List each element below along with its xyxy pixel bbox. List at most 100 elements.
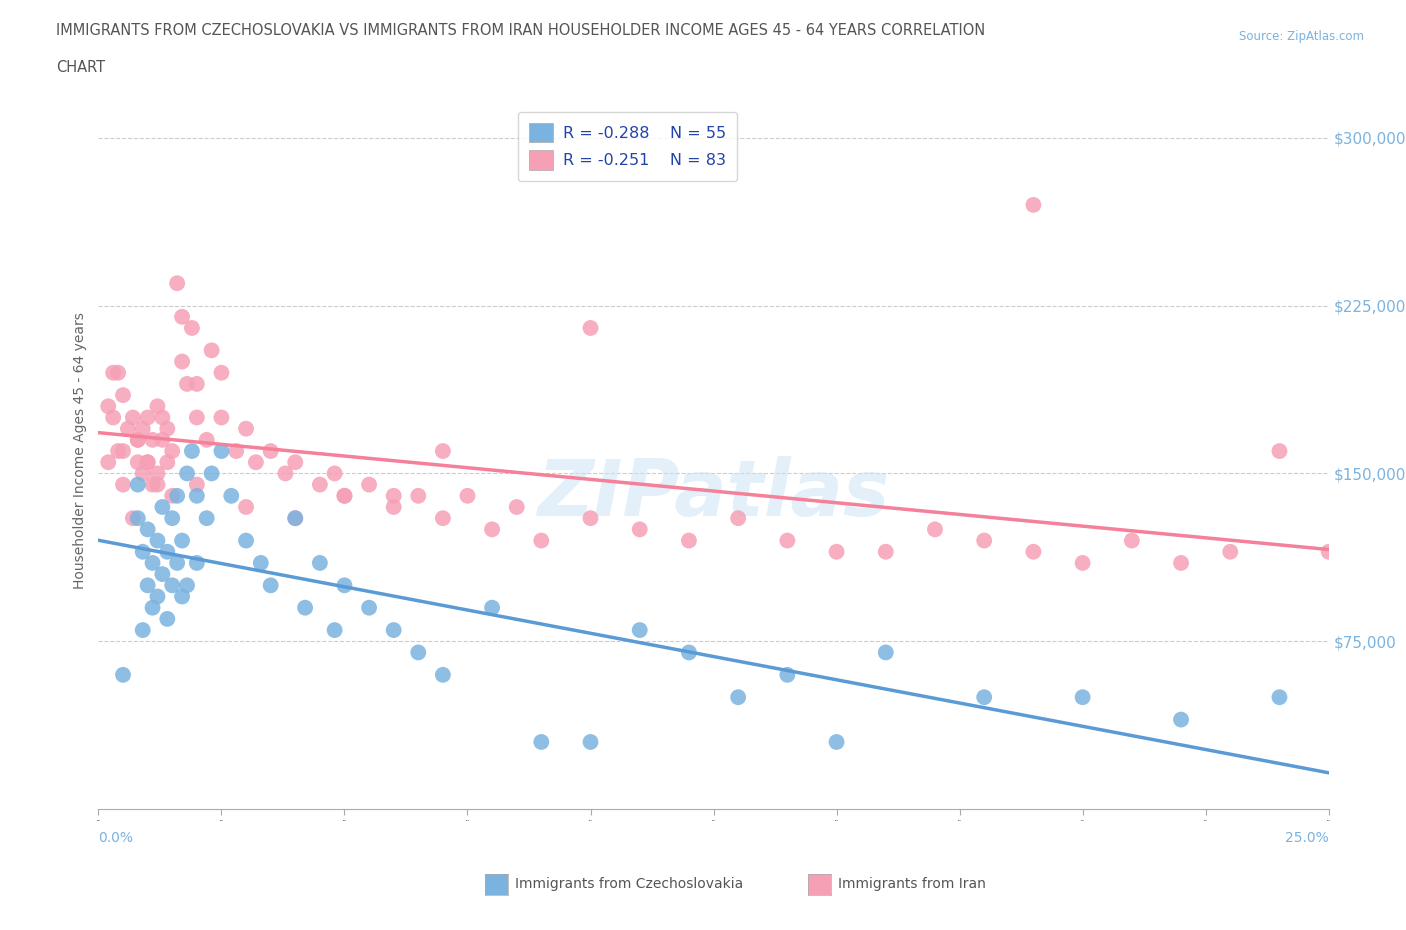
Point [1219,544,1241,559]
Legend: R = -0.288    N = 55, R = -0.251    N = 83: R = -0.288 N = 55, R = -0.251 N = 83 [517,112,737,181]
Point [146,477,169,492]
Point [156,611,179,626]
Point [235,533,257,548]
Point [727,690,749,705]
Point [1022,197,1045,212]
Point [186,377,208,392]
Point [530,735,553,750]
Point [211,365,233,380]
Point [132,544,155,559]
Point [162,511,183,525]
Point [825,735,848,750]
Point [172,533,194,548]
Point [146,533,169,548]
Point [97,455,120,470]
Point [201,466,224,481]
Point [127,477,149,492]
Point [1268,444,1291,458]
Point [176,466,198,481]
Text: Source: ZipAtlas.com: Source: ZipAtlas.com [1239,30,1364,43]
Point [166,276,188,291]
Point [181,444,204,458]
Text: Immigrants from Iran: Immigrants from Iran [838,877,986,892]
Point [579,511,602,525]
Point [112,668,135,683]
Text: 0.0%: 0.0% [98,830,134,844]
Point [127,432,149,447]
Point [107,444,129,458]
Point [579,735,602,750]
Point [181,321,204,336]
Point [136,455,159,470]
Point [152,432,174,447]
Point [127,432,149,447]
Text: ZIPatlas: ZIPatlas [537,456,890,532]
Point [924,522,946,537]
Point [1268,690,1291,705]
Point [107,365,129,380]
Point [166,555,188,570]
Point [195,432,218,447]
Point [176,578,198,592]
Point [221,488,243,503]
Point [481,600,503,615]
Point [142,600,165,615]
Point [382,623,405,638]
Point [333,488,356,503]
Point [186,555,208,570]
Point [186,488,208,503]
Point [1071,690,1094,705]
Point [1022,544,1045,559]
Point [156,544,179,559]
Point [172,354,194,369]
Point [235,499,257,514]
Point [456,488,478,503]
Point [323,623,346,638]
Point [211,410,233,425]
Point [284,455,307,470]
Point [142,477,165,492]
Point [225,444,247,458]
Point [875,645,897,660]
Point [112,477,135,492]
Point [323,466,346,481]
Point [186,410,208,425]
Point [776,668,799,683]
Point [103,410,125,425]
Point [294,600,316,615]
Point [136,455,159,470]
Point [132,623,155,638]
Point [162,488,183,503]
Point [162,444,183,458]
Point [1121,533,1143,548]
Point [112,444,135,458]
Point [284,511,307,525]
Point [382,499,405,514]
Point [382,488,405,503]
Point [359,600,381,615]
Point [309,477,332,492]
Point [432,668,454,683]
Point [678,645,700,660]
Point [136,578,159,592]
Point [122,410,145,425]
Point [142,555,165,570]
Point [156,455,179,470]
Point [260,444,283,458]
Point [172,589,194,604]
Point [284,511,307,525]
Point [132,421,155,436]
Point [235,421,257,436]
Point [432,511,454,525]
Point [132,466,155,481]
Point [875,544,897,559]
Point [127,455,149,470]
Point [579,321,602,336]
Point [260,578,283,592]
Point [162,578,183,592]
Point [727,511,749,525]
Y-axis label: Householder Income Ages 45 - 64 years: Householder Income Ages 45 - 64 years [73,312,87,590]
Point [103,365,125,380]
Point [142,432,165,447]
Point [973,690,995,705]
